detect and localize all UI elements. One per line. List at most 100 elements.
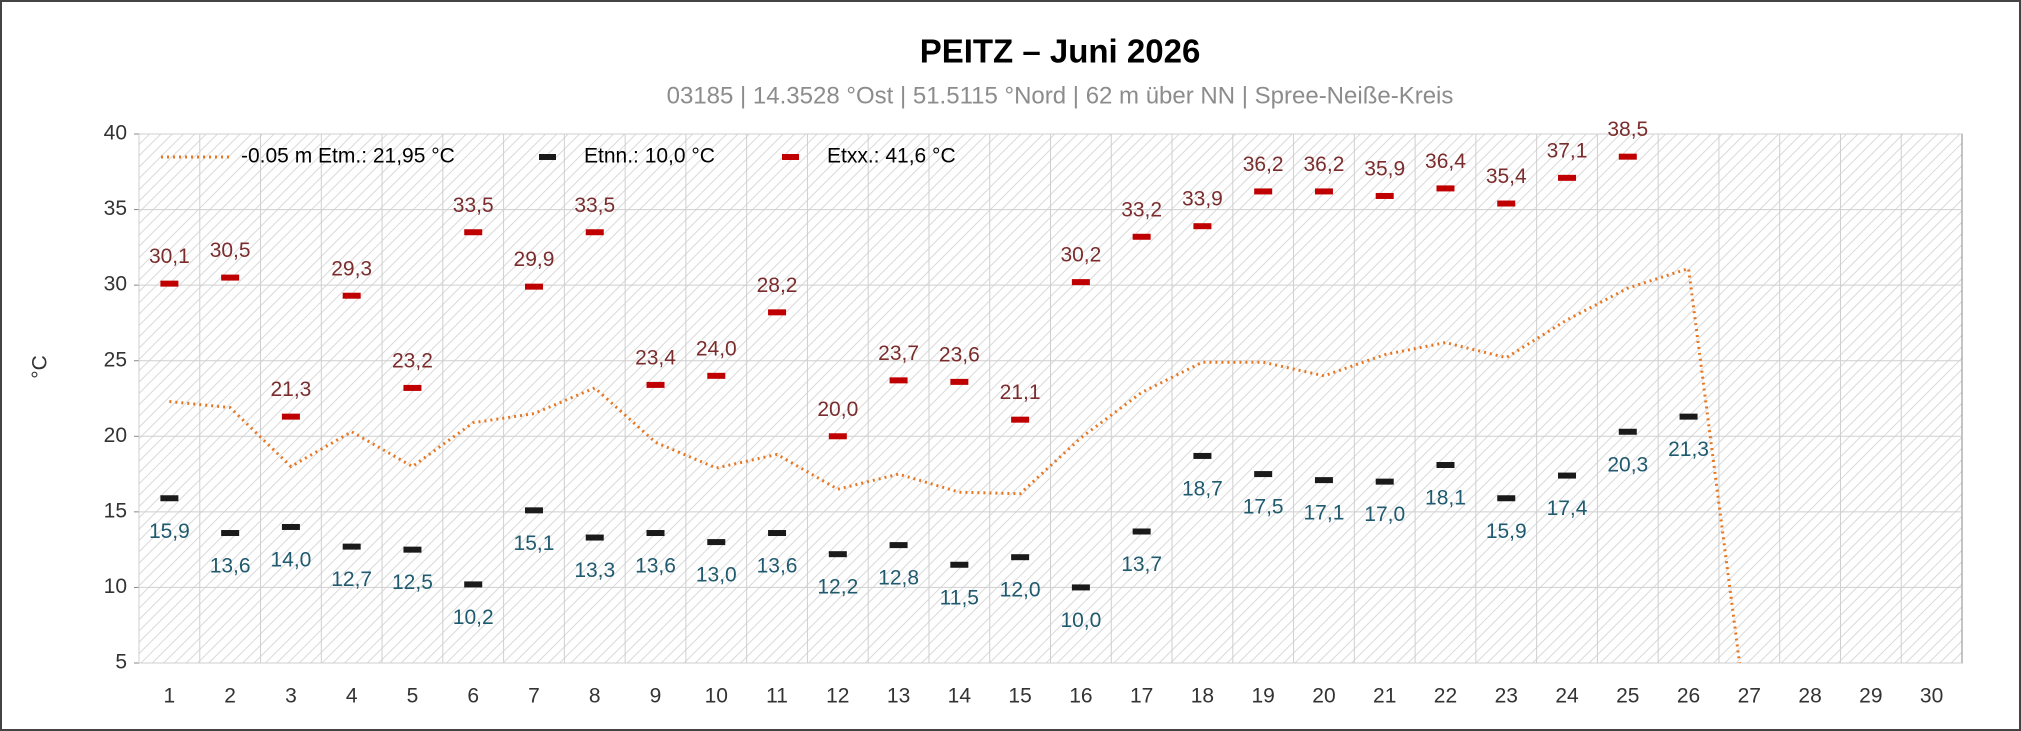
dash-marker	[1375, 478, 1394, 485]
value-label: 30,2	[1060, 244, 1101, 267]
dash-marker	[707, 372, 726, 379]
dash-marker	[221, 274, 240, 281]
x-tick-label: 26	[1677, 685, 1700, 708]
dash-marker	[828, 433, 847, 440]
value-label: 36,2	[1243, 153, 1284, 176]
dash-marker	[1314, 477, 1333, 484]
dash-marker	[221, 530, 240, 537]
value-label: 20,0	[817, 398, 858, 421]
dash-marker	[403, 384, 422, 391]
value-label: 36,4	[1425, 150, 1466, 173]
dash-marker	[464, 581, 483, 588]
value-label: 35,4	[1486, 165, 1527, 188]
y-tick-label: 20	[104, 424, 127, 447]
dash-marker	[1375, 192, 1394, 199]
value-label: 35,9	[1364, 158, 1405, 181]
dash-marker	[524, 283, 543, 290]
value-label: 30,1	[149, 245, 190, 268]
x-tick-label: 20	[1312, 685, 1335, 708]
dash-marker	[1558, 174, 1577, 181]
dash-marker	[1071, 279, 1090, 286]
value-label: 24,0	[696, 337, 737, 360]
x-tick-label: 22	[1434, 685, 1457, 708]
x-tick-label: 3	[285, 685, 297, 708]
value-label: 23,4	[635, 346, 676, 369]
x-tick-label: 9	[650, 685, 662, 708]
value-label: 12,7	[331, 568, 372, 591]
dash-marker	[768, 530, 787, 537]
y-tick-label: 35	[104, 197, 127, 220]
chart-title: PEITZ – Juni 2026	[920, 33, 1201, 70]
x-tick-label: 5	[407, 685, 419, 708]
value-label: 36,2	[1304, 153, 1345, 176]
x-tick-label: 13	[887, 685, 910, 708]
dash-marker	[1558, 472, 1577, 479]
value-label: 23,6	[939, 343, 980, 366]
value-label: 17,1	[1304, 502, 1345, 525]
dash-marker	[1254, 471, 1273, 478]
value-label: 13,7	[1121, 553, 1162, 576]
x-tick-label: 7	[528, 685, 540, 708]
value-label: 30,5	[210, 239, 251, 262]
value-label: 12,8	[878, 567, 919, 590]
dash-marker	[1618, 153, 1637, 160]
dash-marker	[768, 309, 787, 316]
x-tick-label: 25	[1616, 685, 1639, 708]
value-label: 18,7	[1182, 477, 1223, 500]
x-tick-label: 21	[1373, 685, 1396, 708]
value-label: 18,1	[1425, 487, 1466, 510]
value-label: 21,3	[1668, 438, 1709, 461]
value-label: 29,9	[514, 248, 555, 271]
y-tick-label: 15	[104, 499, 127, 522]
dash-marker	[281, 523, 300, 530]
dash-marker	[160, 280, 179, 287]
dash-marker	[1497, 495, 1516, 502]
dash-marker	[889, 377, 908, 384]
value-label: 12,0	[1000, 579, 1041, 602]
y-tick-label: 25	[104, 348, 127, 371]
x-tick-label: 24	[1555, 685, 1579, 708]
dash-marker	[281, 413, 300, 420]
value-label: 21,1	[1000, 381, 1041, 404]
value-label: 12,2	[817, 576, 858, 599]
dash-marker	[585, 229, 604, 236]
legend-label: Etnn.: 10,0 °C	[584, 145, 715, 168]
dash-marker	[1193, 452, 1212, 459]
dash-marker	[585, 534, 604, 541]
chart-subtitle: 03185 | 14.3528 °Ost | 51.5115 °Nord | 6…	[667, 82, 1454, 109]
value-label: 15,9	[1486, 520, 1527, 543]
value-label: 15,9	[149, 520, 190, 543]
value-label: 12,5	[392, 571, 433, 594]
dash-marker	[828, 551, 847, 558]
dash-marker	[950, 378, 969, 385]
value-label: 33,9	[1182, 188, 1223, 211]
value-label: 20,3	[1607, 453, 1648, 476]
dash-marker	[1618, 428, 1637, 435]
dash-marker	[1132, 233, 1151, 240]
dash-marker	[1679, 413, 1698, 420]
value-label: 23,7	[878, 342, 919, 365]
value-label: 38,5	[1607, 118, 1648, 141]
dash-marker	[889, 542, 908, 549]
value-label: 28,2	[757, 274, 798, 297]
dash-marker	[1254, 188, 1273, 195]
x-tick-label: 17	[1130, 685, 1153, 708]
x-tick-label: 8	[589, 685, 601, 708]
value-label: 15,1	[514, 532, 555, 555]
x-tick-label: 1	[164, 685, 176, 708]
value-label: 17,5	[1243, 496, 1284, 519]
dash-marker	[342, 543, 361, 550]
value-label: 11,5	[940, 586, 979, 609]
value-label: 13,6	[210, 555, 251, 578]
value-label: 13,0	[696, 564, 737, 587]
x-tick-label: 4	[346, 685, 358, 708]
dash-marker	[524, 507, 543, 514]
x-tick-label: 12	[826, 685, 849, 708]
x-tick-label: 19	[1252, 685, 1275, 708]
x-tick-label: 16	[1069, 685, 1092, 708]
value-label: 17,0	[1364, 503, 1405, 526]
value-label: 13,6	[757, 555, 798, 578]
dash-marker	[1436, 462, 1455, 469]
y-tick-label: 40	[104, 122, 127, 145]
